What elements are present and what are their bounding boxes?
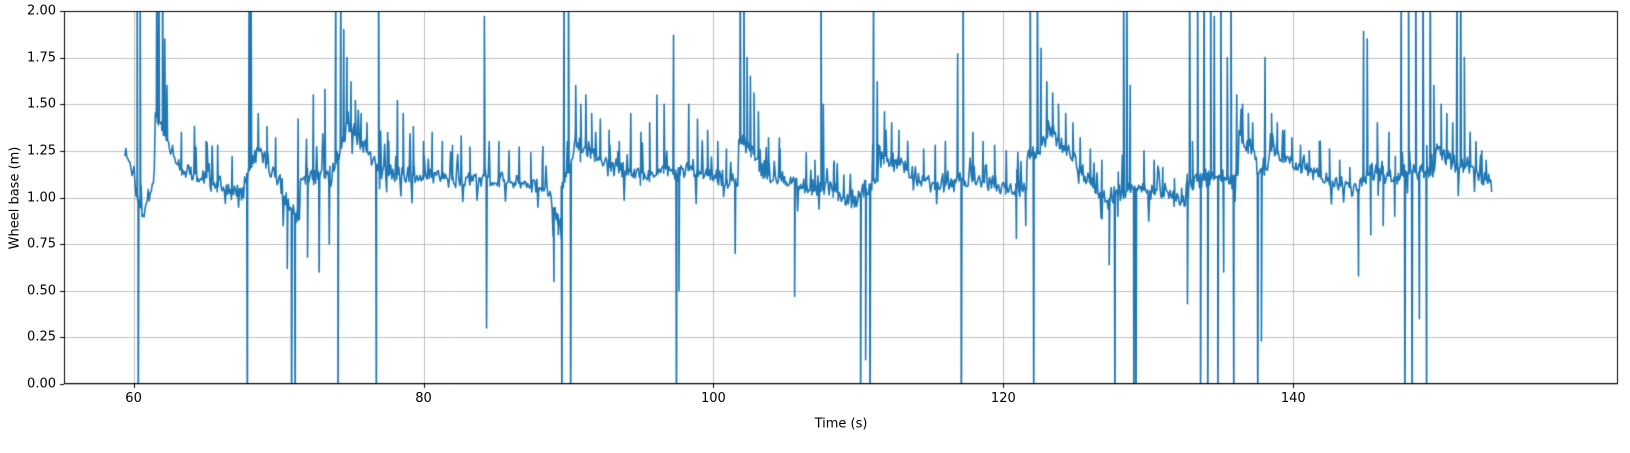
y-tick-label: 1.50 [27, 96, 56, 112]
y-axis-label: Wheel base (m) [7, 146, 23, 250]
x-axis-label: Time (s) [814, 416, 868, 432]
x-tick-label: 60 [125, 391, 142, 406]
y-tick-label: 0.25 [27, 329, 56, 345]
y-tick-label: 1.75 [27, 50, 56, 66]
y-tick-label: 0.75 [27, 236, 56, 252]
y-tick-label: 2.00 [27, 3, 56, 19]
y-tick-label: 0.00 [27, 376, 56, 392]
y-tick-label: 1.25 [27, 143, 56, 159]
x-tick-label: 120 [990, 391, 1016, 406]
y-tick-label: 1.00 [27, 190, 56, 205]
x-tick-label: 80 [415, 391, 432, 406]
y-tick-label: 0.50 [27, 283, 56, 299]
x-tick-label: 100 [701, 391, 726, 406]
x-tick-label: 140 [1280, 391, 1306, 406]
